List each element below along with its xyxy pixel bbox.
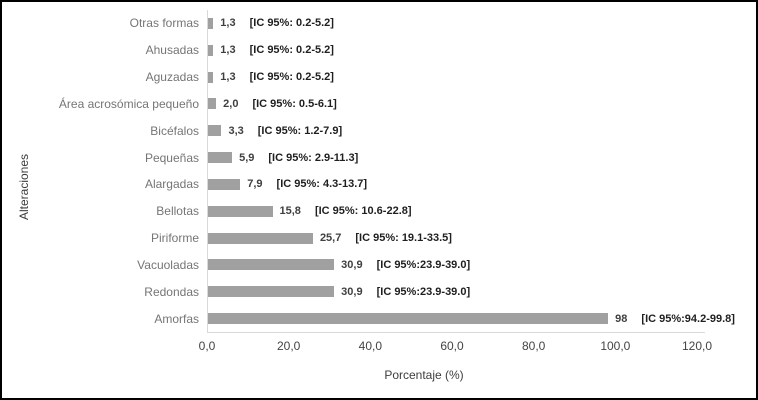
- ci-label: [IC 95%: 0.2-5.2]: [249, 71, 334, 84]
- category-label: Amorfas: [154, 311, 199, 326]
- bar: [208, 205, 273, 217]
- bar-row: 30,9 [IC 95%:23.9-39.0]: [208, 278, 753, 305]
- category-label: Aguzadas: [145, 70, 199, 85]
- value-label: 7,9: [247, 178, 263, 191]
- bar: [208, 98, 217, 110]
- x-tick-label: 0,0: [198, 339, 216, 353]
- x-tick-label: 80,0: [521, 339, 546, 353]
- value-label: 3,3: [228, 124, 244, 137]
- category-label: Pequeñas: [144, 150, 199, 165]
- x-tick-label: 20,0: [276, 339, 301, 353]
- ci-label: [IC 95%:23.9-39.0]: [376, 285, 471, 298]
- bar: [208, 259, 335, 271]
- category-label: Vacuoladas: [137, 257, 199, 272]
- category-label: Bicéfalos: [150, 123, 199, 138]
- bar: [208, 44, 214, 56]
- bar: [208, 71, 214, 83]
- category-label: Ahusadas: [145, 43, 199, 58]
- ci-label: [IC 95%: 10.6-22.8]: [314, 205, 412, 218]
- value-label: 30,9: [341, 285, 363, 298]
- bar-row: 98 [IC 95%:94.2-99.8]: [208, 305, 753, 332]
- bar-row: 30,9 [IC 95%:23.9-39.0]: [208, 251, 753, 278]
- x-tick-label: 40,0: [358, 339, 382, 353]
- value-label: 25,7: [319, 232, 342, 245]
- bar: [208, 232, 313, 244]
- ci-label: [IC 95%: 2.9-11.3]: [268, 151, 359, 164]
- ci-label: [IC 95%: 0.2-5.2]: [249, 44, 334, 57]
- bar-row: 25,7 [IC 95%: 19.1-33.5]: [208, 225, 753, 252]
- ci-label: [IC 95%:94.2-99.8]: [641, 312, 735, 325]
- category-label: Piriforme: [150, 231, 199, 246]
- value-label: 15,8: [279, 205, 301, 218]
- ci-label: [IC 95%: 0.5-6.1]: [252, 97, 337, 110]
- bar-row: 1,3 [IC 95%: 0.2-5.2]: [208, 10, 753, 37]
- bar-row: 7,9 [IC 95%: 4.3-13.7]: [208, 171, 753, 198]
- x-tick-label: 120,0: [681, 339, 713, 353]
- bar-row: 5,9 [IC 95%: 2.9-11.3]: [208, 144, 753, 171]
- x-tick-label: 60,0: [440, 339, 464, 353]
- ci-label: [IC 95%: 1.2-7.9]: [257, 124, 343, 137]
- category-label: Bellotas: [156, 204, 199, 219]
- value-label: 30,9: [341, 258, 363, 271]
- bar: [208, 125, 222, 137]
- ci-label: [IC 95%: 4.3-13.7]: [276, 178, 368, 191]
- bar-row: 1,3 [IC 95%: 0.2-5.2]: [208, 37, 753, 64]
- bar-row: 3,3 [IC 95%: 1.2-7.9]: [208, 117, 753, 144]
- value-label: 1,3: [220, 17, 236, 30]
- bar-row: 1,3 [IC 95%: 0.2-5.2]: [208, 64, 753, 91]
- bar-row: 2,0 [IC 95%: 0.5-6.1]: [208, 90, 753, 117]
- ci-label: [IC 95%:23.9-39.0]: [376, 258, 471, 271]
- bar-row: 15,8 [IC 95%: 10.6-22.8]: [208, 198, 753, 225]
- bar: [208, 152, 233, 164]
- value-label: 2,0: [223, 97, 239, 110]
- bar: [208, 17, 214, 29]
- category-label: Otras formas: [129, 16, 199, 31]
- category-label: Redondas: [144, 284, 199, 299]
- category-label: Alargadas: [144, 177, 199, 192]
- value-label: 1,3: [220, 44, 236, 57]
- bar: [208, 178, 241, 190]
- bar: [208, 286, 335, 298]
- category-label: Área acrosómica pequeño: [58, 96, 199, 111]
- value-label: 5,9: [239, 151, 255, 164]
- value-label: 1,3: [220, 71, 236, 84]
- plot-area: 1,3 [IC 95%: 0.2-5.2] 1,3 [IC 95%: 0.2-5.2]…: [207, 10, 753, 332]
- value-label: 98: [615, 312, 628, 325]
- x-axis-line: [207, 332, 705, 333]
- x-axis-title: Porcentaje (%): [384, 368, 464, 382]
- category-axis: Otras formas Ahusadas Aguzadas Área acrosóm…: [2, 10, 199, 332]
- ci-label: [IC 95%: 0.2-5.2]: [249, 17, 334, 30]
- ci-label: [IC 95%: 19.1-33.5]: [355, 232, 452, 245]
- bar: [208, 313, 609, 325]
- x-tick-label: 100,0: [600, 339, 631, 353]
